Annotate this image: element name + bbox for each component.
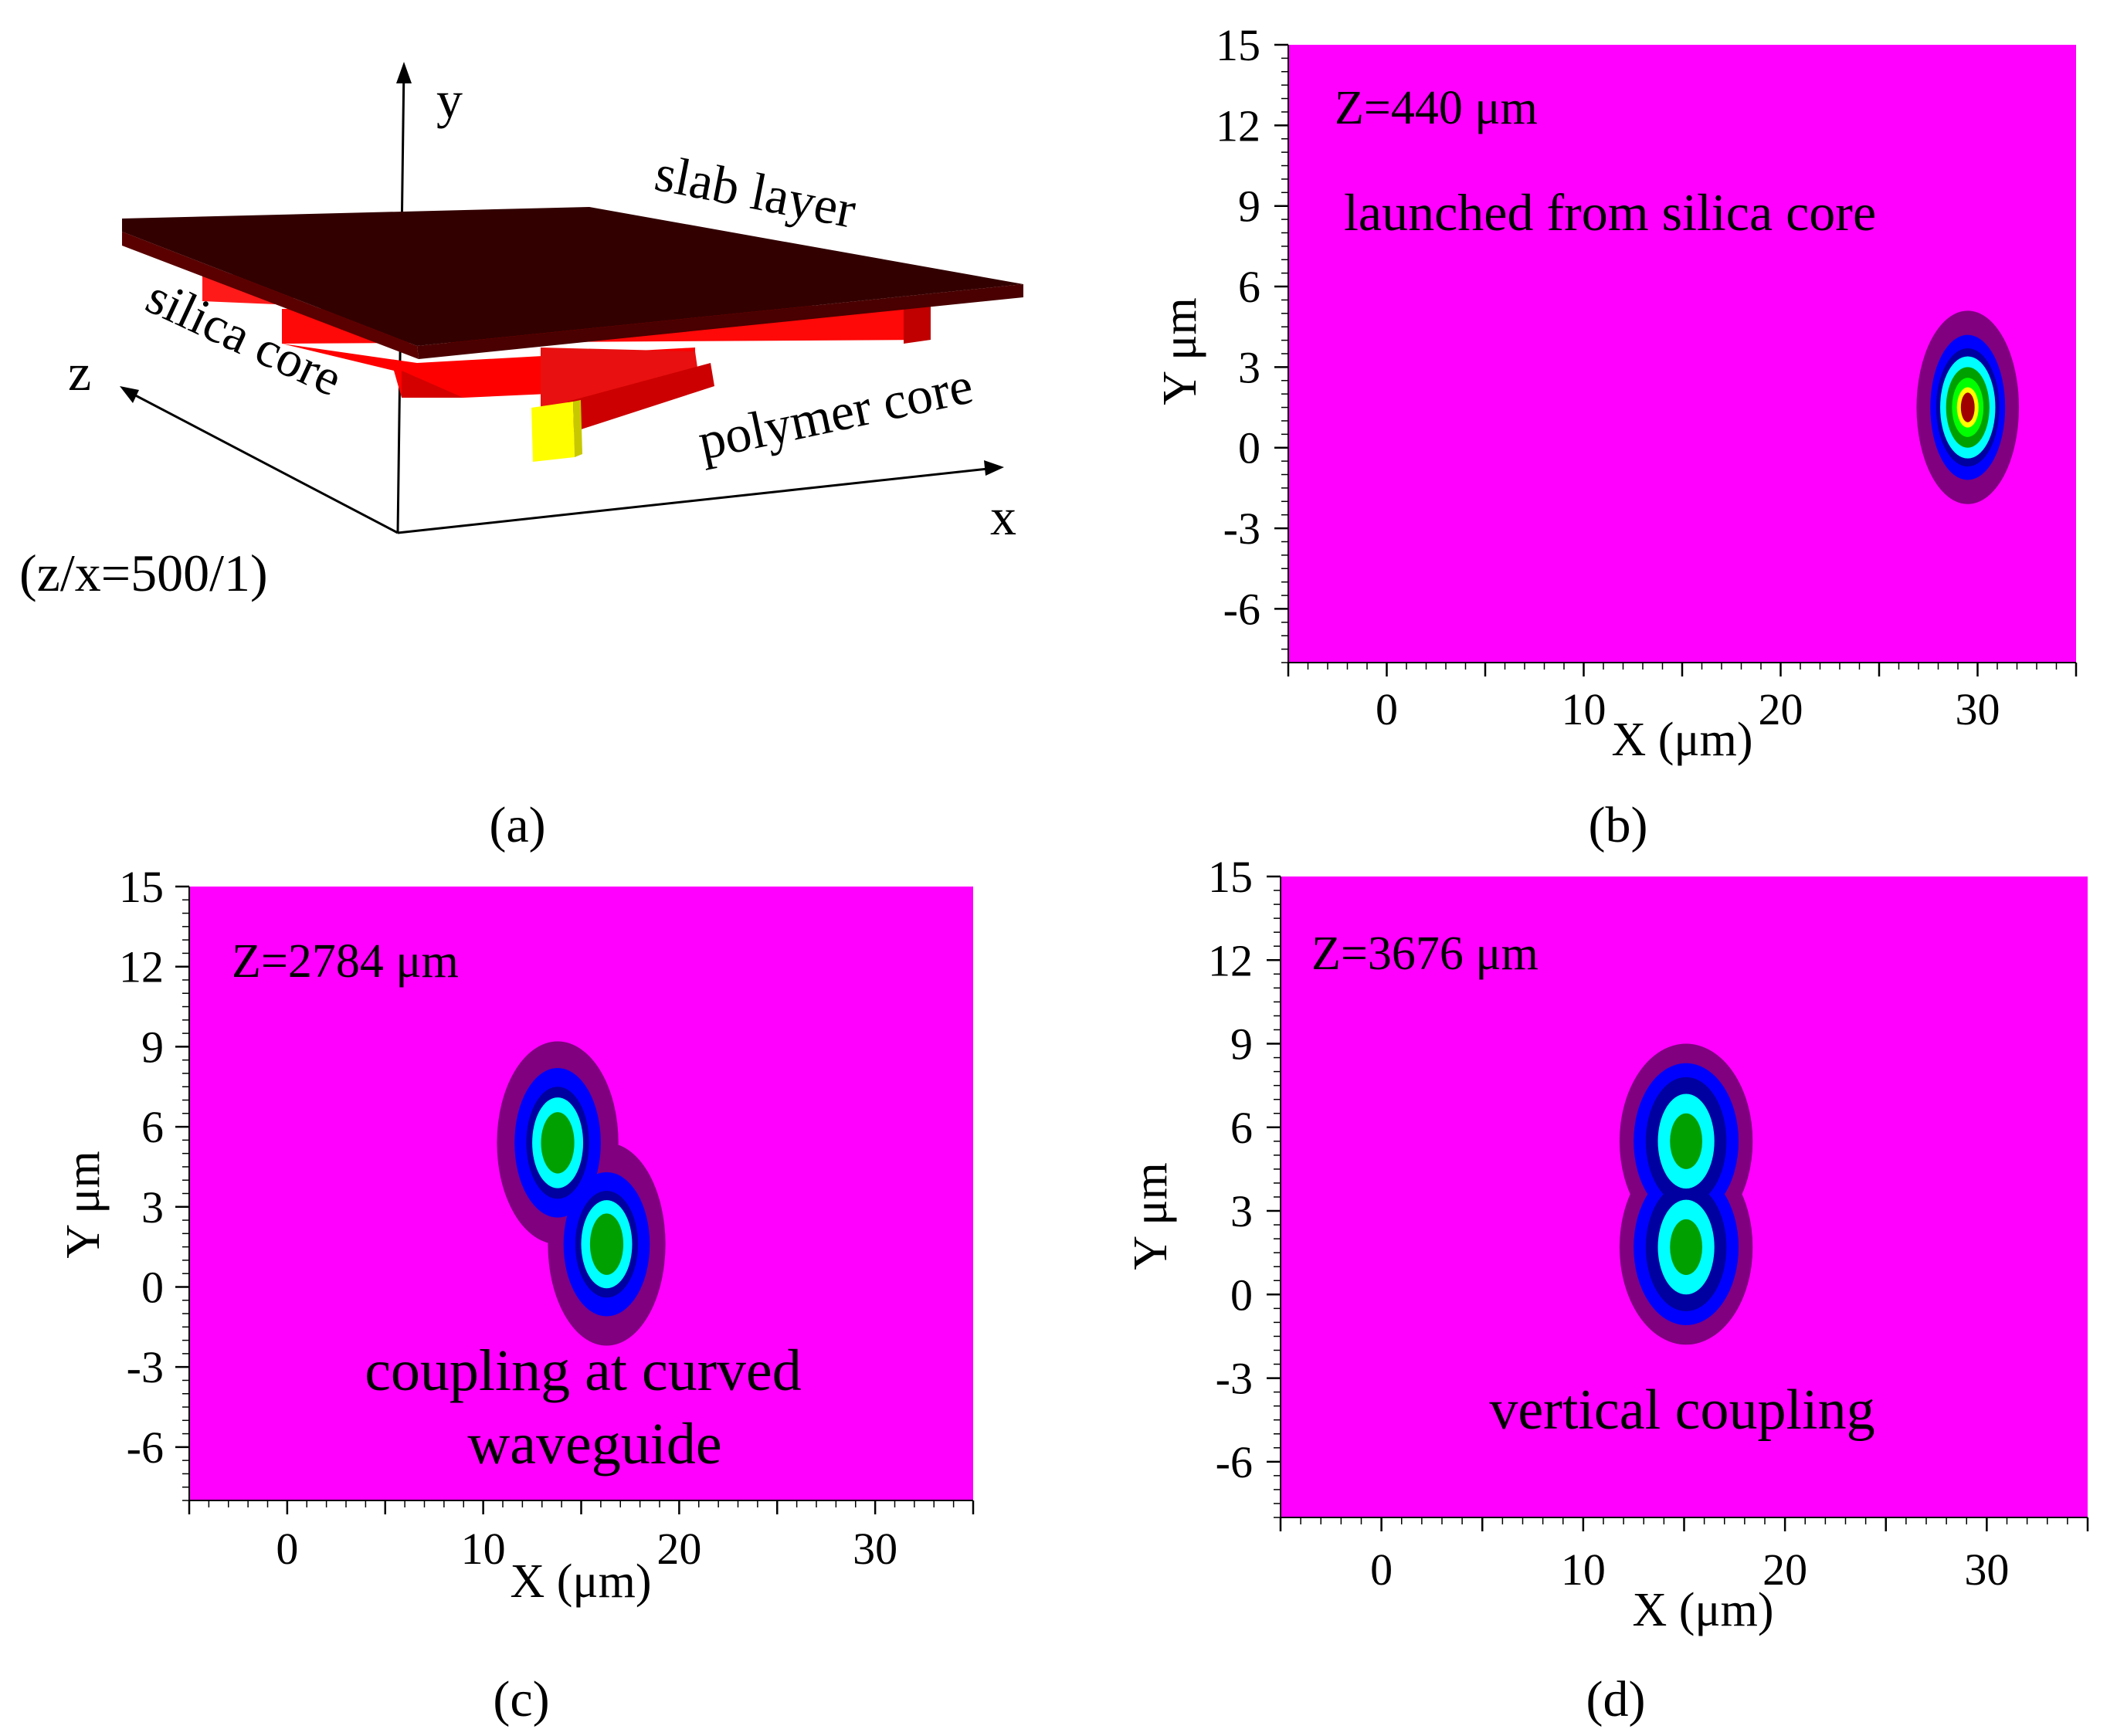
d-ytick-label: 0	[1230, 1270, 1253, 1320]
c-ylabel: Y μm	[57, 1151, 110, 1258]
c-mode-0-contour-level-4	[541, 1112, 575, 1174]
b-ytick-label: 9	[1238, 181, 1260, 232]
d-annotation: Z=3676 μm	[1311, 927, 1539, 980]
b-mode-0-contour-level-7	[1960, 392, 1975, 422]
schematic-z-arrow	[120, 386, 139, 403]
d-ytick-label: 15	[1208, 852, 1253, 902]
b-ytick-label: -6	[1223, 584, 1260, 634]
c-ytick-label: 6	[141, 1102, 164, 1152]
c-contours	[497, 1041, 666, 1346]
b-ylabel: Y μm	[1154, 297, 1206, 405]
scale-note: (z/x=500/1)	[19, 544, 268, 602]
c-xtick-label: 10	[461, 1524, 506, 1574]
caption-c: (c)	[493, 1671, 549, 1728]
polymer-core-end	[531, 402, 575, 462]
c-xlabel: X (μm)	[510, 1555, 651, 1608]
caption-b: (b)	[1589, 797, 1648, 853]
slab-layer	[122, 207, 1023, 359]
b-x-tick-labels: 0 10 20 30	[1376, 684, 2000, 734]
schematic-y-label: y	[436, 70, 463, 129]
schematic-x-label: x	[990, 487, 1016, 546]
b-ytick-label: 12	[1216, 100, 1260, 151]
d-mode-1-contour-level-4	[1670, 1219, 1703, 1276]
d-contours	[1619, 1043, 1753, 1345]
d-description-line-0: vertical coupling	[1489, 1378, 1874, 1442]
d-xlabel: X (μm)	[1632, 1584, 1773, 1636]
b-ytick-label: 15	[1216, 20, 1260, 70]
schematic-y-arrow	[396, 62, 412, 83]
b-annotation: Z=440 μm	[1335, 82, 1538, 134]
caption-a: (a)	[489, 797, 545, 853]
schematic-x-arrow	[984, 460, 1004, 476]
b-ytick-label: 3	[1238, 342, 1260, 392]
d-x-tick-labels: 0 10 20 30	[1370, 1544, 2009, 1595]
d-xtick-label: 0	[1370, 1544, 1393, 1595]
c-xtick-label: 0	[276, 1524, 298, 1574]
d-ytick-label: 12	[1208, 935, 1253, 985]
schematic-x-axis	[397, 466, 996, 534]
d-xtick-label: 20	[1762, 1544, 1807, 1595]
b-xlabel: X (μm)	[1611, 714, 1752, 766]
c-ytick-label: 15	[119, 862, 164, 912]
b-contours	[1916, 310, 2020, 504]
c-annotation: Z=2784 μm	[232, 935, 459, 988]
d-xtick-label: 30	[1964, 1544, 2009, 1595]
d-ytick-label: -6	[1216, 1437, 1253, 1487]
c-ytick-label: 3	[141, 1182, 164, 1232]
caption-d: (d)	[1586, 1671, 1646, 1728]
c-mode-1-contour-level-4	[589, 1213, 624, 1275]
polymer-core	[531, 348, 714, 462]
d-ytick-label: 3	[1230, 1186, 1253, 1236]
d-ylabel: Y μm	[1125, 1162, 1177, 1270]
c-xtick-label: 20	[656, 1524, 701, 1574]
schematic-z-axis	[124, 388, 399, 534]
b-xtick-label: 0	[1376, 684, 1398, 734]
c-ytick-label: 0	[141, 1262, 164, 1312]
schematic-z-label: z	[68, 343, 91, 402]
c-y-tick-labels: 15 12 9 6 3 0 -3 -6	[119, 862, 164, 1473]
d-y-tick-labels: 15 12 9 6 3 0 -3 -6	[1208, 852, 1253, 1487]
c-ytick-label: -6	[127, 1422, 164, 1473]
b-y-tick-labels: 15 12 9 6 3 0 -3 -6	[1216, 20, 1260, 634]
d-tick-marks	[1267, 875, 2089, 1531]
b-xtick-label: 20	[1759, 684, 1803, 734]
c-xtick-label: 30	[853, 1524, 897, 1574]
c-tick-marks	[175, 885, 975, 1514]
b-xtick-label: 30	[1956, 684, 2000, 734]
c-ytick-label: 9	[141, 1022, 164, 1072]
c-ytick-label: 12	[119, 942, 164, 992]
c-ytick-label: -3	[127, 1342, 164, 1392]
b-ytick-label: 0	[1238, 423, 1260, 473]
c-description-line-0: coupling at curved	[365, 1338, 802, 1403]
d-ytick-label: -3	[1216, 1354, 1253, 1404]
d-mode-0-contour-level-4	[1670, 1113, 1703, 1169]
c-description-line-1: waveguide	[467, 1412, 721, 1477]
b-ytick-label: 6	[1238, 262, 1260, 312]
b-tick-marks	[1274, 43, 2078, 676]
b-description-line-0: launched from silica core	[1344, 183, 1876, 242]
d-ytick-label: 9	[1230, 1019, 1253, 1070]
b-ytick-label: -3	[1223, 504, 1260, 554]
polymer-core-label: polymer core	[693, 355, 978, 470]
d-ytick-label: 6	[1230, 1103, 1253, 1153]
schematic-panel: y x z slab layer silica core polymer cor…	[19, 62, 1023, 853]
b-xtick-label: 10	[1562, 684, 1606, 734]
d-xtick-label: 10	[1561, 1544, 1606, 1595]
c-x-tick-labels: 0 10 20 30	[276, 1524, 897, 1574]
